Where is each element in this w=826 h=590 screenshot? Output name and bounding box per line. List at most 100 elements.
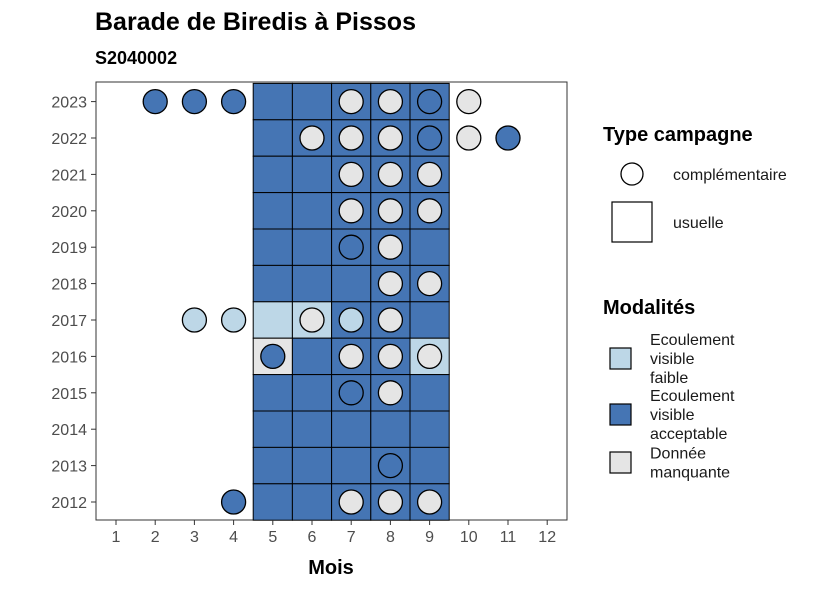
point-complementaire [220, 489, 247, 515]
tile-usuelle [252, 446, 293, 485]
point-complementaire [338, 307, 364, 333]
plot-area [95, 81, 568, 521]
point-complementaire [377, 161, 404, 188]
legend-color-key [609, 403, 632, 426]
x-tick-label: 5 [268, 529, 277, 546]
point-complementaire [142, 88, 168, 115]
point-complementaire [220, 88, 247, 115]
point-complementaire [338, 234, 364, 260]
y-tick-label: 2021 [51, 167, 87, 184]
point-complementaire [299, 125, 325, 151]
point-complementaire [377, 88, 404, 115]
x-tick-label: 6 [308, 529, 317, 546]
legend-modalites-title: Modalités [603, 297, 695, 319]
legend-modalite-label: Ecoulement [650, 332, 735, 349]
y-tick-label: 2016 [51, 349, 87, 366]
point-complementaire [377, 343, 404, 370]
legend-color-key [609, 347, 632, 370]
tile-usuelle [331, 410, 372, 448]
point-complementaire [377, 270, 404, 297]
y-tick-label: 2014 [51, 422, 87, 439]
legend-type-label: usuelle [673, 215, 724, 232]
tile-usuelle [409, 446, 450, 485]
legend-modalite-label: visible [650, 351, 695, 368]
point-complementaire [377, 125, 404, 151]
x-tick-label: 4 [229, 529, 238, 546]
legend-modalite-label: Ecoulement [650, 388, 735, 405]
y-tick-label: 2019 [51, 240, 87, 257]
axes: 1 2 3 4 5 6 7 8 9 10 11 122023202220212020201920182… [51, 95, 556, 546]
point-complementaire [416, 270, 443, 297]
tile-usuelle [291, 264, 333, 303]
y-tick-label: 2020 [51, 204, 87, 221]
x-tick-label: 11 [500, 529, 517, 546]
y-tick-label: 2023 [51, 95, 87, 112]
tile-usuelle [252, 301, 293, 339]
tile-usuelle [331, 264, 372, 303]
tile-usuelle [291, 337, 333, 376]
point-complementaire [338, 343, 364, 370]
point-complementaire [338, 125, 364, 151]
tile-usuelle [409, 374, 450, 412]
tile-usuelle [291, 155, 333, 194]
legend-modalite-label: Donnée [650, 446, 706, 463]
x-axis-title: Mois [308, 557, 354, 579]
y-tick-label: 2013 [51, 459, 87, 476]
tile-usuelle [409, 228, 450, 266]
point-complementaire [338, 88, 364, 115]
tile-usuelle [291, 410, 333, 448]
tile-usuelle [291, 374, 333, 412]
chart-title: Barade de Biredis à Pissos [95, 8, 416, 36]
y-tick-label: 2012 [51, 495, 87, 512]
point-complementaire [456, 125, 482, 151]
tile-usuelle [252, 483, 293, 521]
legend-modalite-label: acceptable [650, 426, 727, 443]
tile-usuelle [409, 410, 450, 448]
point-complementaire [416, 489, 443, 515]
tile-usuelle [291, 228, 333, 266]
chart-subtitle: S2040002 [95, 48, 177, 68]
tile-usuelle [331, 446, 372, 485]
x-tick-label: 1 [112, 529, 121, 546]
point-complementaire [416, 343, 443, 370]
point-complementaire [416, 161, 443, 188]
legend-color-key [609, 451, 632, 474]
point-complementaire [377, 452, 404, 479]
tile-usuelle [252, 374, 293, 412]
legend-type-title: Type campagne [603, 124, 753, 146]
point-complementaire [338, 489, 364, 515]
legend-modalite-label: faible [650, 370, 688, 387]
x-tick-label: 8 [386, 529, 395, 546]
tile-usuelle [291, 192, 333, 230]
y-tick-label: 2022 [51, 131, 87, 148]
tile-usuelle [252, 264, 293, 303]
x-tick-label: 9 [425, 529, 434, 546]
legend-type-label: complémentaire [673, 167, 787, 184]
tile-usuelle [252, 192, 293, 230]
point-complementaire [220, 307, 247, 333]
y-tick-label: 2018 [51, 277, 87, 294]
point-complementaire [299, 307, 325, 333]
tile-usuelle [252, 82, 293, 121]
tile-usuelle [252, 410, 293, 448]
point-complementaire [416, 198, 443, 224]
point-complementaire [377, 198, 404, 224]
point-complementaire [181, 88, 208, 115]
point-complementaire [377, 234, 404, 260]
y-tick-label: 2015 [51, 386, 87, 403]
point-complementaire [338, 380, 364, 406]
x-tick-label: 3 [190, 529, 199, 546]
tile-usuelle [291, 82, 333, 121]
tile-usuelle [409, 301, 450, 339]
point-complementaire [495, 125, 521, 151]
legend-circle-key [620, 162, 644, 186]
legend: Type campagne complémentaire usuelle Modali… [603, 124, 787, 482]
legend-square-key [611, 201, 653, 243]
point-complementaire [338, 161, 364, 188]
tile-usuelle [370, 410, 411, 448]
point-complementaire [377, 489, 404, 515]
point-complementaire [377, 307, 404, 333]
point-complementaire [416, 88, 443, 115]
x-tick-label: 7 [347, 529, 356, 546]
